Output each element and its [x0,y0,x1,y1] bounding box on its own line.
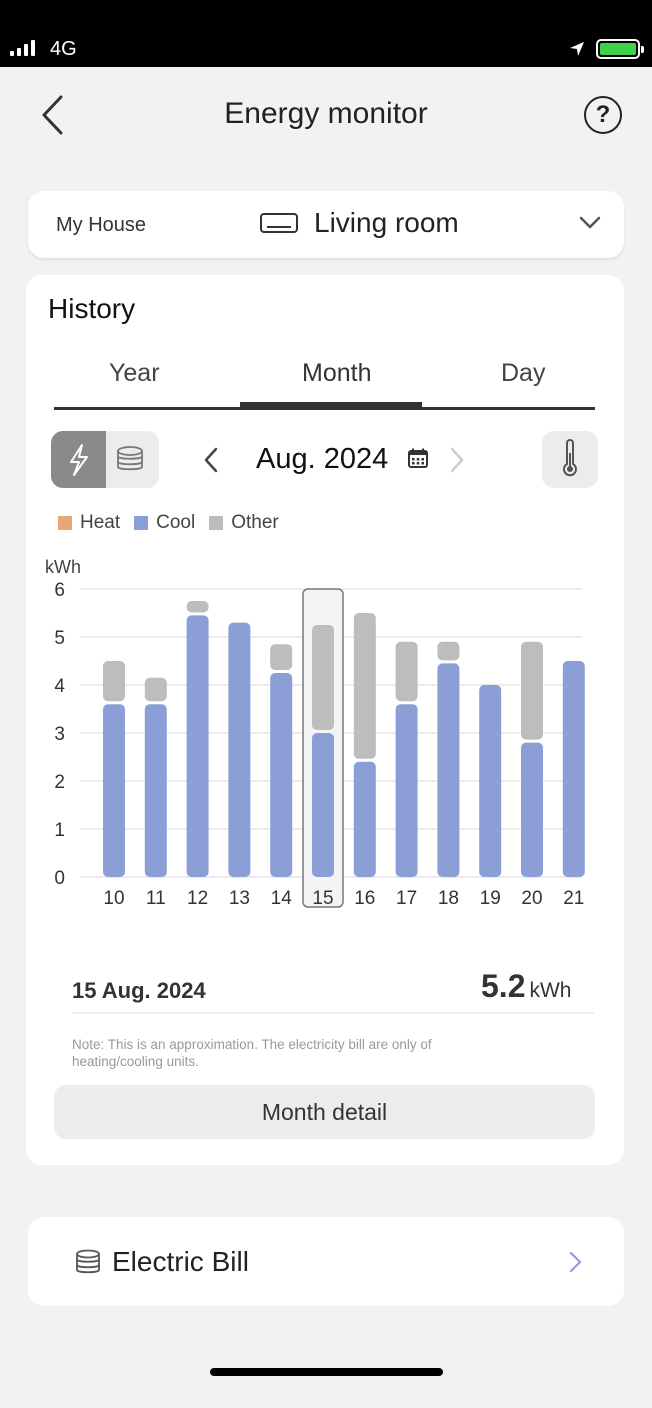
page-title: Energy monitor [224,97,428,130]
tab-month[interactable]: Month [302,359,372,387]
previous-month-icon[interactable] [200,445,222,475]
y-tick-label: 6 [54,580,65,601]
divider [72,1012,594,1014]
bar-cool-12 [186,615,209,877]
x-tick-label: 19 [480,888,501,909]
room-name: Living room [314,207,459,238]
bar-cool-13 [228,622,251,877]
coins-icon [117,446,143,471]
energy-mode-button[interactable] [51,431,106,488]
back-chevron-icon[interactable] [36,93,72,137]
top-bar: Energy monitor ? [0,67,652,167]
selected-value-number: 5.2 [481,968,526,1004]
bar-cool-20 [521,742,543,877]
next-month-icon[interactable] [446,445,468,475]
bar-other-11 [144,677,167,702]
air-conditioner-icon [260,213,298,233]
bar-other-18 [437,641,460,661]
y-tick-label: 0 [54,868,65,889]
bar-other-15 [312,625,334,730]
selected-value: 5.2 kWh [481,968,571,1005]
bar-other-20 [521,641,543,740]
bar-other-16 [353,613,376,759]
electric-bill-label: Electric Bill [112,1246,249,1277]
electric-bill-row[interactable]: Electric Bill [28,1217,624,1306]
thermometer-icon [563,439,577,477]
y-tick-label: 1 [54,820,65,841]
bar-other-14 [270,644,293,670]
cost-mode-button[interactable] [106,431,159,488]
period-tabs: Year Month Day [54,355,595,410]
month-detail-button[interactable]: Month detail [54,1085,595,1139]
status-bar: 4G [0,0,652,67]
legend-heat-swatch [58,516,72,530]
bar-cool-15 [312,733,334,877]
chart-legend: Heat Cool Other [58,512,293,534]
history-title: History [48,293,136,324]
legend-heat: Heat [58,512,120,534]
chevron-right-icon [569,1251,582,1273]
unit-toggle [51,431,159,488]
bar-cool-14 [270,673,293,877]
x-tick-label: 21 [563,888,584,909]
legend-cool-swatch [134,516,149,530]
y-axis-label: kWh [45,557,81,577]
y-tick-label: 3 [54,724,65,745]
help-button[interactable]: ? [584,96,622,134]
bar-other-10 [103,661,125,702]
approximation-note: Note: This is an approximation. The elec… [72,1037,432,1069]
bar-cool-10 [103,704,125,877]
legend-cool: Cool [134,512,195,534]
bar-other-12 [186,601,209,613]
x-tick-label: 12 [187,888,208,909]
x-tick-label: 11 [146,888,166,909]
y-tick-label: 5 [54,628,65,649]
bar-cool-21 [562,661,585,877]
room-selector[interactable]: My House Living room [28,191,624,258]
x-tick-label: 17 [396,888,417,909]
calendar-icon[interactable] [407,447,429,469]
temperature-button[interactable] [542,431,598,488]
chevron-down-icon[interactable] [578,211,602,235]
x-tick-label: 13 [229,888,250,909]
home-indicator[interactable] [210,1368,443,1376]
x-tick-label: 14 [271,888,293,909]
bar-cool-16 [353,761,376,877]
bar-other-17 [395,641,418,702]
x-tick-label: 10 [103,888,124,909]
selected-date: 15 Aug. 2024 [72,978,206,1003]
y-tick-label: 4 [54,676,65,697]
house-name: My House [56,214,147,236]
tab-day[interactable]: Day [501,359,546,387]
x-tick-label: 16 [354,888,375,909]
bar-cool-17 [395,704,418,877]
coins-icon [76,1249,100,1274]
x-tick-label: 20 [521,888,542,909]
history-card: History Year Month Day Aug. 2024 [26,275,624,1165]
network-label: 4G [50,38,77,60]
location-arrow-icon [570,42,584,56]
legend-other: Other [209,512,279,534]
tab-year[interactable]: Year [109,359,160,387]
selected-value-unit: kWh [529,979,572,1002]
x-tick-label: 18 [438,888,459,909]
tab-indicator [240,402,422,410]
bar-cool-18 [437,663,460,877]
lightning-icon [70,444,88,476]
y-tick-label: 2 [54,772,65,793]
bar-cool-11 [144,704,167,877]
signal-icon [10,40,35,56]
legend-other-swatch [209,516,224,530]
month-label: Aug. 2024 [256,443,389,475]
battery-icon [596,39,644,59]
x-tick-label: 15 [312,888,333,909]
bar-cool-19 [479,685,502,877]
